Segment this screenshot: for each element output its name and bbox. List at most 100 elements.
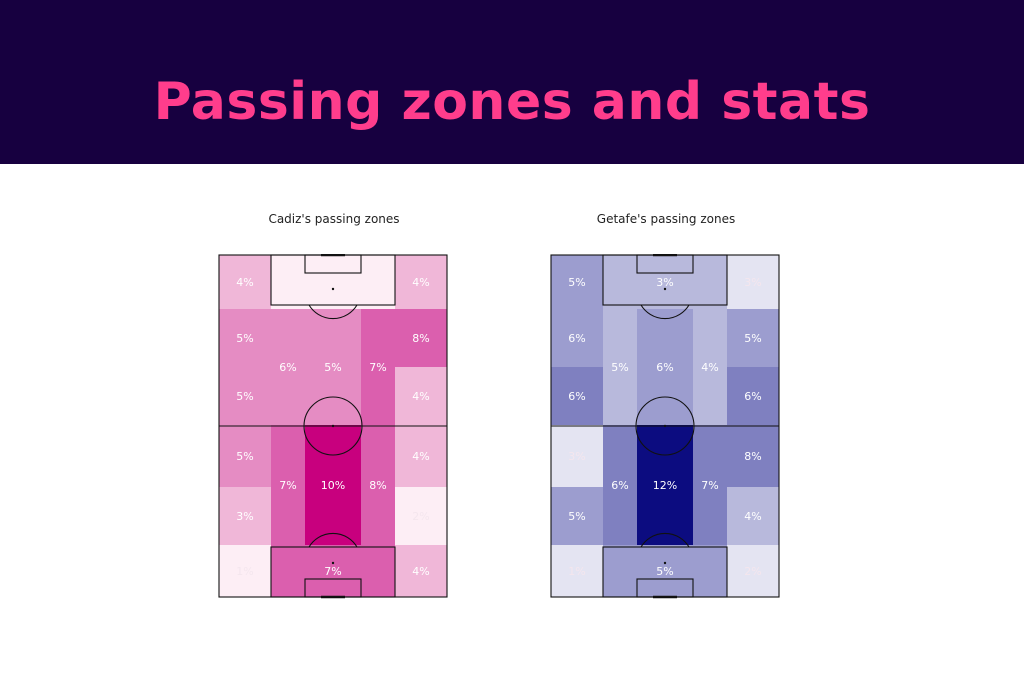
zone-labels: 4% 4% 5% 6% 5% 7% 8% 5% 4% 5% 7% 10% 8% 4% 3% 2% 1% 7% 4% [236,276,429,578]
top-penalty-arc [640,304,690,320]
zone-label: 4% [412,276,429,289]
zone-cell [637,309,693,425]
cadiz-pitch-svg: 4% 4% 5% 6% 5% 7% 8% 5% 4% 5% 7% 10% 8% 4% 3% 2% 1% 7% 4% [218,254,448,599]
zone-label: 6% [611,479,628,492]
zone-cell [395,255,447,309]
zone-cell [361,309,395,425]
zone-label: 5% [744,332,761,345]
zone-label: 3% [236,510,253,523]
zone-label: 3% [568,450,585,463]
top-penalty-spot [663,287,667,291]
header-banner: Passing zones and stats [0,0,1024,164]
zone-label: 7% [369,361,386,374]
getafe-pitch-svg: 5% 3% 3% 6% 5% 6% 4% 5% 6% 6% 3% 6% 12% 7% 8% 5% 4% 1% 5% 2… [550,254,780,599]
zone-label: 8% [369,479,386,492]
zone-cell [603,255,727,309]
zone-cell [271,309,305,425]
zone-cell [727,309,779,367]
zone-label: 6% [279,361,296,374]
zone-label: 4% [412,390,429,403]
zone-label: 3% [744,276,761,289]
zone-label: 6% [656,361,673,374]
zone-label: 12% [653,479,677,492]
zone-label: 2% [412,510,429,523]
centre-circle [303,396,363,456]
zone-label: 5% [324,361,341,374]
centre-spot [331,424,335,428]
zone-cell [271,545,395,597]
zone-label: 5% [236,450,253,463]
zone-cell [551,487,603,545]
zone-label: 4% [744,510,761,523]
zone-cell [395,487,447,545]
zone-cell [395,367,447,425]
zone-label: 5% [656,565,673,578]
top-penalty-spot [331,287,335,291]
zone-cell [219,487,271,545]
zone-cell [219,255,271,309]
zone-cell [637,425,693,545]
zone-cell [727,487,779,545]
zone-label: 4% [412,565,429,578]
zone-label: 7% [701,479,718,492]
zone-label: 5% [236,332,253,345]
zone-cell [395,545,447,597]
zone-label: 4% [236,276,253,289]
top-penalty-arc [308,304,358,320]
zone-label: 3% [656,276,673,289]
zone-label: 7% [324,565,341,578]
zone-cell [361,425,395,545]
chart-title-getafe: Getafe's passing zones [596,212,736,226]
zone-cell [727,255,779,309]
zone-cell [551,309,603,367]
zone-cell [693,309,727,425]
page-title: Passing zones and stats [153,72,871,132]
zone-label: 10% [321,479,345,492]
zone-label: 5% [611,361,628,374]
zone-cells [219,255,447,597]
zone-label: 8% [744,450,761,463]
zone-cell [305,425,361,545]
zone-cell [219,545,271,597]
zone-label: 7% [279,479,296,492]
zone-label: 6% [744,390,761,403]
zone-label: 4% [412,450,429,463]
zone-cell [727,545,779,597]
zone-cell [693,425,727,545]
zone-cell [603,545,727,597]
zone-cell [551,255,603,309]
zone-cell [271,255,395,309]
zone-cell [305,309,361,425]
zone-cell [603,425,637,545]
chart-title-cadiz: Cadiz's passing zones [268,212,400,226]
zone-cells [551,255,779,597]
zone-label: 6% [568,390,585,403]
zone-cell [551,425,603,487]
zone-cell [603,309,637,425]
zone-label: 5% [568,276,585,289]
zone-cell [219,367,271,425]
bottom-penalty-spot [663,561,667,565]
zone-label: 4% [701,361,718,374]
zone-cell [727,367,779,425]
bottom-penalty-spot [331,561,335,565]
bottom-penalty-arc [640,532,690,548]
zone-label: 1% [568,565,585,578]
zone-cell [551,367,603,425]
zone-label: 8% [412,332,429,345]
centre-circle [635,396,695,456]
zone-cell [395,425,447,487]
bottom-penalty-arc [308,532,358,548]
zone-cell [219,425,271,487]
zone-label: 2% [744,565,761,578]
zone-cell [219,309,271,367]
zone-cell [271,425,305,545]
centre-spot [663,424,667,428]
zone-label: 5% [568,510,585,523]
zone-label: 5% [236,390,253,403]
zone-cell [727,425,779,487]
zone-cell [551,545,603,597]
zone-labels: 5% 3% 3% 6% 5% 6% 4% 5% 6% 6% 3% 6% 12% 7% 8% 5% 4% 1% 5% 2… [568,276,761,578]
zone-label: 6% [568,332,585,345]
zone-label: 1% [236,565,253,578]
